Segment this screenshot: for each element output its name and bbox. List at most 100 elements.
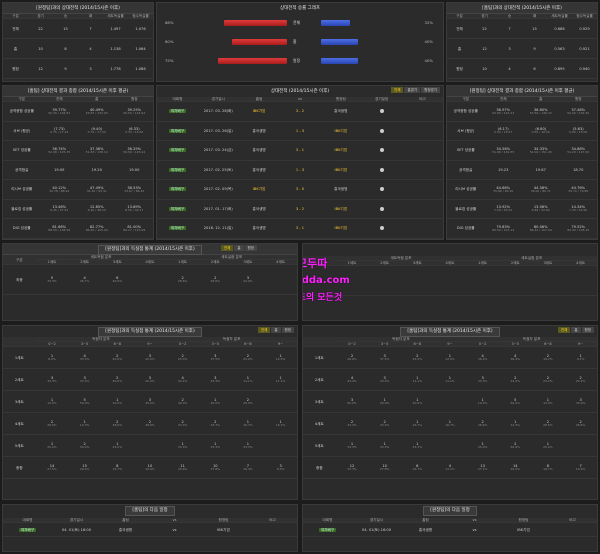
col-header: 4세트: [264, 259, 297, 266]
watermark-line-3: 스포츠의 모든것: [303, 293, 343, 303]
volleyball-icon[interactable]: [379, 128, 384, 133]
volleyball-icon[interactable]: [379, 226, 384, 231]
home-team-cell: 흥국생명: [238, 121, 280, 142]
table-row: 홈 10 8 4 1.138 1.064: [3, 38, 153, 60]
stat-cell: 36.74% 52.98 / 145.35: [40, 140, 78, 161]
match-row[interactable]: 여자배구 2017. 03. 24(금) 흥국생명 3 - 1 IBK기업: [157, 140, 443, 161]
score-cell: 3 - 1: [279, 218, 321, 239]
volleyball-icon[interactable]: [379, 187, 384, 192]
set-pct: 16.7%: [445, 423, 455, 428]
stat-row: 공격범실 19.23 19.67 18.70: [447, 160, 597, 181]
league-badge[interactable]: 여자배구: [168, 128, 187, 133]
league-badge[interactable]: 여자배구: [168, 109, 187, 114]
away-team-cell: IBK기업: [320, 121, 362, 142]
stat-value: 47.49%: [89, 185, 104, 190]
tab-0[interactable]: 전체: [390, 87, 404, 94]
col-header: 원정: [115, 97, 153, 103]
tab-2[interactable]: 원정: [281, 327, 294, 334]
volleyball-icon[interactable]: [379, 148, 384, 153]
stat-detail: 7.30 / 50.90: [569, 208, 588, 213]
stat-value: 13.56%: [533, 205, 548, 210]
stat-cell: SET 성공률: [447, 140, 485, 161]
score-dist-left-panel: [원정팀]과의 득실점 통계 (2014/15시즌 이후) 전체 홈 원정 구분 세…: [2, 243, 298, 321]
league-badge[interactable]: 여자배구: [318, 527, 337, 532]
group-header: 세트실점 분포: [466, 256, 597, 262]
table-cell: 6: [522, 58, 547, 80]
league-cell: 여자배구: [157, 179, 198, 200]
match-history-panel: 상대전적 (2014/15시즌 이후) 전체 홈경기 원정경기 대회명 경기일시 홈팀 v…: [156, 85, 444, 240]
col-header: 대회명: [157, 97, 198, 103]
stat-value: 블로킹 성공률: [455, 206, 477, 211]
col-header: 3~5: [498, 341, 532, 348]
league-badge[interactable]: 여자배구: [168, 206, 187, 211]
stat-cell: 19.00: [115, 160, 153, 181]
volleyball-icon[interactable]: [379, 109, 384, 114]
table-cell: 0.563: [547, 38, 572, 60]
set-cell: 2 22.2%: [531, 368, 565, 392]
match-row[interactable]: 여자배구 2017. 03. 28(화) IBK기업 3 - 2 흥국생명: [157, 101, 443, 122]
set-count: 14: [49, 463, 55, 468]
set-count: 1: [416, 397, 419, 402]
col-header: 0~2: [335, 341, 369, 348]
set-cell: 7 19.4%: [231, 456, 265, 480]
set-count: 3: [579, 397, 582, 402]
tab-0[interactable]: 전체: [557, 327, 571, 334]
set-count: 2: [579, 375, 582, 380]
tab-2[interactable]: 원정: [244, 245, 257, 252]
group-header: 득점차 분포: [466, 337, 597, 343]
match-row[interactable]: 여자배구 2017. 01. 17(화) 흥국생명 3 - 2 IBK기업: [157, 199, 443, 220]
col-header: 0~2: [35, 341, 69, 348]
table-cell: 1.076: [128, 18, 153, 40]
next-schedule-table: 대회명 경기일시 홈팀 vs 원정팀 비고 여자배구 04. 01(토) 16:00 흥국생명 v…: [303, 518, 597, 538]
match-row[interactable]: 여자배구 2017. 02. 09(목) IBK기업 3 - 0 흥국생명: [157, 179, 443, 200]
match-row[interactable]: 여자배구 2017. 02. 25(토) 흥국생명 1 - 3 IBK기업: [157, 160, 443, 181]
stat-value: 34.33%: [533, 146, 548, 151]
match-row[interactable]: 여자배구 2017. 03. 26(일) 흥국생명 1 - 3 IBK기업: [157, 121, 443, 142]
set-cell: 10 27.8%: [198, 456, 232, 480]
league-badge[interactable]: 여자배구: [18, 527, 37, 532]
tab-1[interactable]: 홈경기: [404, 87, 421, 94]
match-row[interactable]: 여자배구 2016. 12. 11(일) 흥국생명 3 - 1 IBK기업: [157, 218, 443, 239]
volleyball-icon[interactable]: [379, 206, 384, 211]
stat-cell: 19.09: [40, 160, 78, 181]
tab-0[interactable]: 전체: [220, 245, 234, 252]
stat-value: 40.12%: [52, 185, 67, 190]
col-header: 전체: [484, 97, 522, 103]
league-badge[interactable]: 여자배구: [168, 226, 187, 231]
set-pct: 20.0%: [379, 401, 390, 406]
tab-1[interactable]: 홈: [571, 327, 581, 334]
league-badge[interactable]: 여자배구: [168, 148, 187, 153]
league-badge[interactable]: 여자배구: [168, 187, 187, 192]
set-pct: 20.0%: [112, 357, 123, 362]
set-cell: 4 36.4%: [498, 346, 532, 370]
row-label: 홈: [293, 39, 297, 44]
set-cell: 1 16.7%: [400, 412, 434, 436]
stat-row: 서브 (평균) (7.73) 0.75 / 17.43 (9.40) 0.70 / 17…: [3, 121, 153, 142]
set-pct: 28.6%: [347, 357, 357, 362]
stat-cell: 블로킹 성공률: [447, 199, 485, 220]
table-cell: 1.778: [103, 58, 128, 80]
set-cell: 1 25.0%: [531, 434, 565, 458]
set-pct: 25.0%: [112, 445, 123, 450]
set-cell: 2 33.3%: [166, 412, 199, 436]
volleyball-icon[interactable]: [379, 167, 384, 172]
league-badge[interactable]: 여자배구: [168, 167, 187, 172]
tab-2[interactable]: 원정경기: [421, 87, 440, 94]
tab-1[interactable]: 홈: [234, 245, 244, 252]
stat-cell: 47.49% 34.30 / 93.31: [78, 179, 116, 200]
schedule-row[interactable]: 여자배구 04. 01(토) 16:00 흥국생명 vs IBK기업: [303, 522, 597, 538]
stat-value: 44.76%: [571, 185, 586, 190]
set-pct: 28.6%: [145, 423, 155, 428]
tab-1[interactable]: 홈: [271, 327, 281, 334]
schedule-row[interactable]: 여자배구 04. 01(토) 16:00 흥국생명 vs IBK기업: [3, 522, 297, 538]
set-cell: 11 30.6%: [166, 456, 199, 480]
set-stats-tabs: 전체 홈 원정: [557, 327, 594, 334]
stat-cell: DIG 성공률: [447, 218, 485, 239]
stat-value: 13.46%: [52, 205, 67, 210]
set-count: 2: [579, 419, 582, 424]
dist-count: 2: [214, 275, 217, 280]
tab-2[interactable]: 원정: [581, 327, 594, 334]
table-cell: 10: [472, 58, 497, 80]
row-label: 4세트: [3, 412, 36, 436]
tab-0[interactable]: 전체: [257, 327, 271, 334]
